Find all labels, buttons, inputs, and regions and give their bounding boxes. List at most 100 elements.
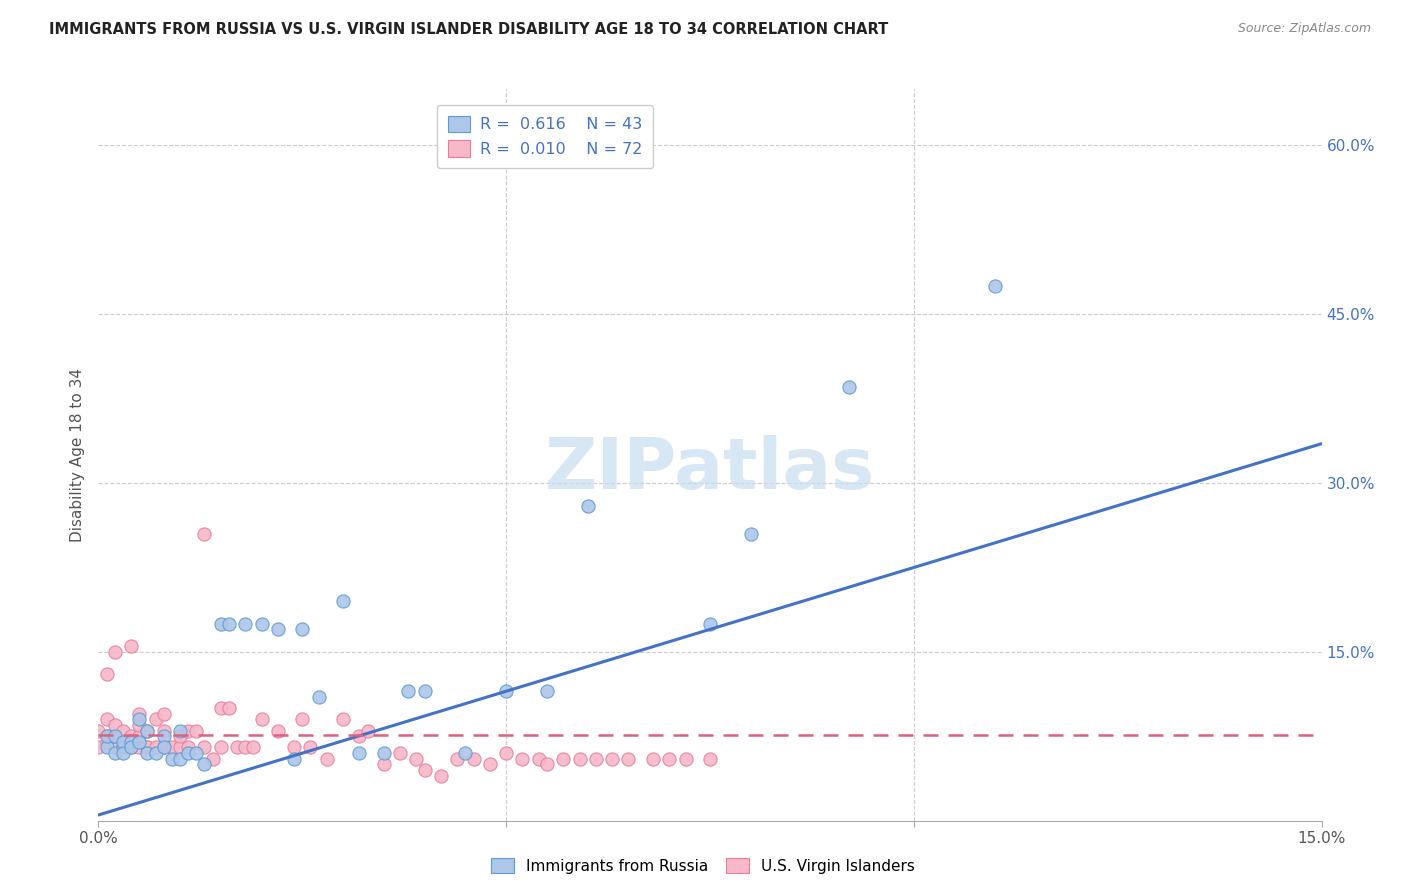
Point [96, 729, 118, 743]
Point [111, 740, 134, 755]
Point [96, 667, 118, 681]
Point [169, 729, 191, 743]
Point [152, 740, 174, 755]
Point [413, 763, 436, 777]
Point [373, 746, 395, 760]
Point [111, 723, 134, 738]
Point [177, 740, 200, 755]
Point [152, 729, 174, 743]
Point [332, 712, 354, 726]
Point [699, 616, 721, 631]
Point [136, 740, 159, 755]
Point [308, 690, 330, 704]
Point [641, 752, 664, 766]
Point [160, 752, 183, 766]
Point [193, 757, 215, 772]
Point [128, 735, 150, 749]
Point [128, 712, 150, 726]
Point [349, 746, 371, 760]
Point [136, 740, 159, 755]
Point [740, 526, 762, 541]
Point [186, 723, 208, 738]
Point [152, 706, 174, 721]
Text: ZIPatlas: ZIPatlas [546, 435, 875, 504]
Point [177, 746, 200, 760]
Point [111, 746, 134, 760]
Legend: Immigrants from Russia, U.S. Virgin Islanders: Immigrants from Russia, U.S. Virgin Isla… [485, 852, 921, 880]
Point [617, 752, 640, 766]
Point [446, 752, 468, 766]
Point [120, 735, 142, 749]
Point [349, 729, 371, 743]
Point [373, 757, 395, 772]
Point [193, 740, 215, 755]
Point [495, 746, 517, 760]
Point [299, 740, 322, 755]
Point [527, 752, 550, 766]
Point [96, 740, 118, 755]
Point [658, 752, 681, 766]
Point [233, 616, 256, 631]
Point [186, 746, 208, 760]
Point [120, 729, 142, 743]
Point [495, 684, 517, 698]
Point [96, 712, 118, 726]
Point [145, 740, 167, 755]
Point [136, 723, 159, 738]
Point [699, 752, 721, 766]
Point [96, 735, 118, 749]
Point [169, 740, 191, 755]
Point [193, 526, 215, 541]
Point [267, 723, 290, 738]
Point [250, 712, 273, 726]
Point [430, 769, 453, 783]
Point [478, 757, 501, 772]
Point [600, 752, 623, 766]
Point [145, 712, 167, 726]
Point [104, 729, 127, 743]
Y-axis label: Disability Age 18 to 34: Disability Age 18 to 34 [70, 368, 86, 542]
Point [218, 616, 240, 631]
Point [283, 752, 305, 766]
Point [315, 752, 337, 766]
Legend: R =  0.616    N = 43, R =  0.010    N = 72: R = 0.616 N = 43, R = 0.010 N = 72 [437, 104, 654, 168]
Point [169, 723, 191, 738]
Point [120, 639, 142, 653]
Point [512, 752, 534, 766]
Point [332, 594, 354, 608]
Point [405, 752, 427, 766]
Text: Source: ZipAtlas.com: Source: ZipAtlas.com [1237, 22, 1371, 36]
Point [389, 746, 412, 760]
Point [160, 740, 183, 755]
Point [104, 729, 127, 743]
Point [209, 701, 232, 715]
Point [104, 718, 127, 732]
Point [209, 616, 232, 631]
Point [169, 752, 191, 766]
Point [250, 616, 273, 631]
Point [242, 740, 264, 755]
Point [576, 499, 599, 513]
Point [87, 740, 110, 755]
Point [104, 746, 127, 760]
Point [838, 380, 860, 394]
Point [136, 746, 159, 760]
Point [536, 684, 558, 698]
Point [218, 701, 240, 715]
Point [675, 752, 697, 766]
Point [226, 740, 249, 755]
Point [177, 723, 200, 738]
Point [120, 740, 142, 755]
Point [553, 752, 575, 766]
Point [128, 718, 150, 732]
Point [454, 746, 477, 760]
Point [283, 740, 305, 755]
Point [536, 757, 558, 772]
Point [128, 740, 150, 755]
Point [96, 729, 118, 743]
Point [152, 740, 174, 755]
Point [209, 740, 232, 755]
Point [128, 706, 150, 721]
Point [463, 752, 485, 766]
Point [585, 752, 607, 766]
